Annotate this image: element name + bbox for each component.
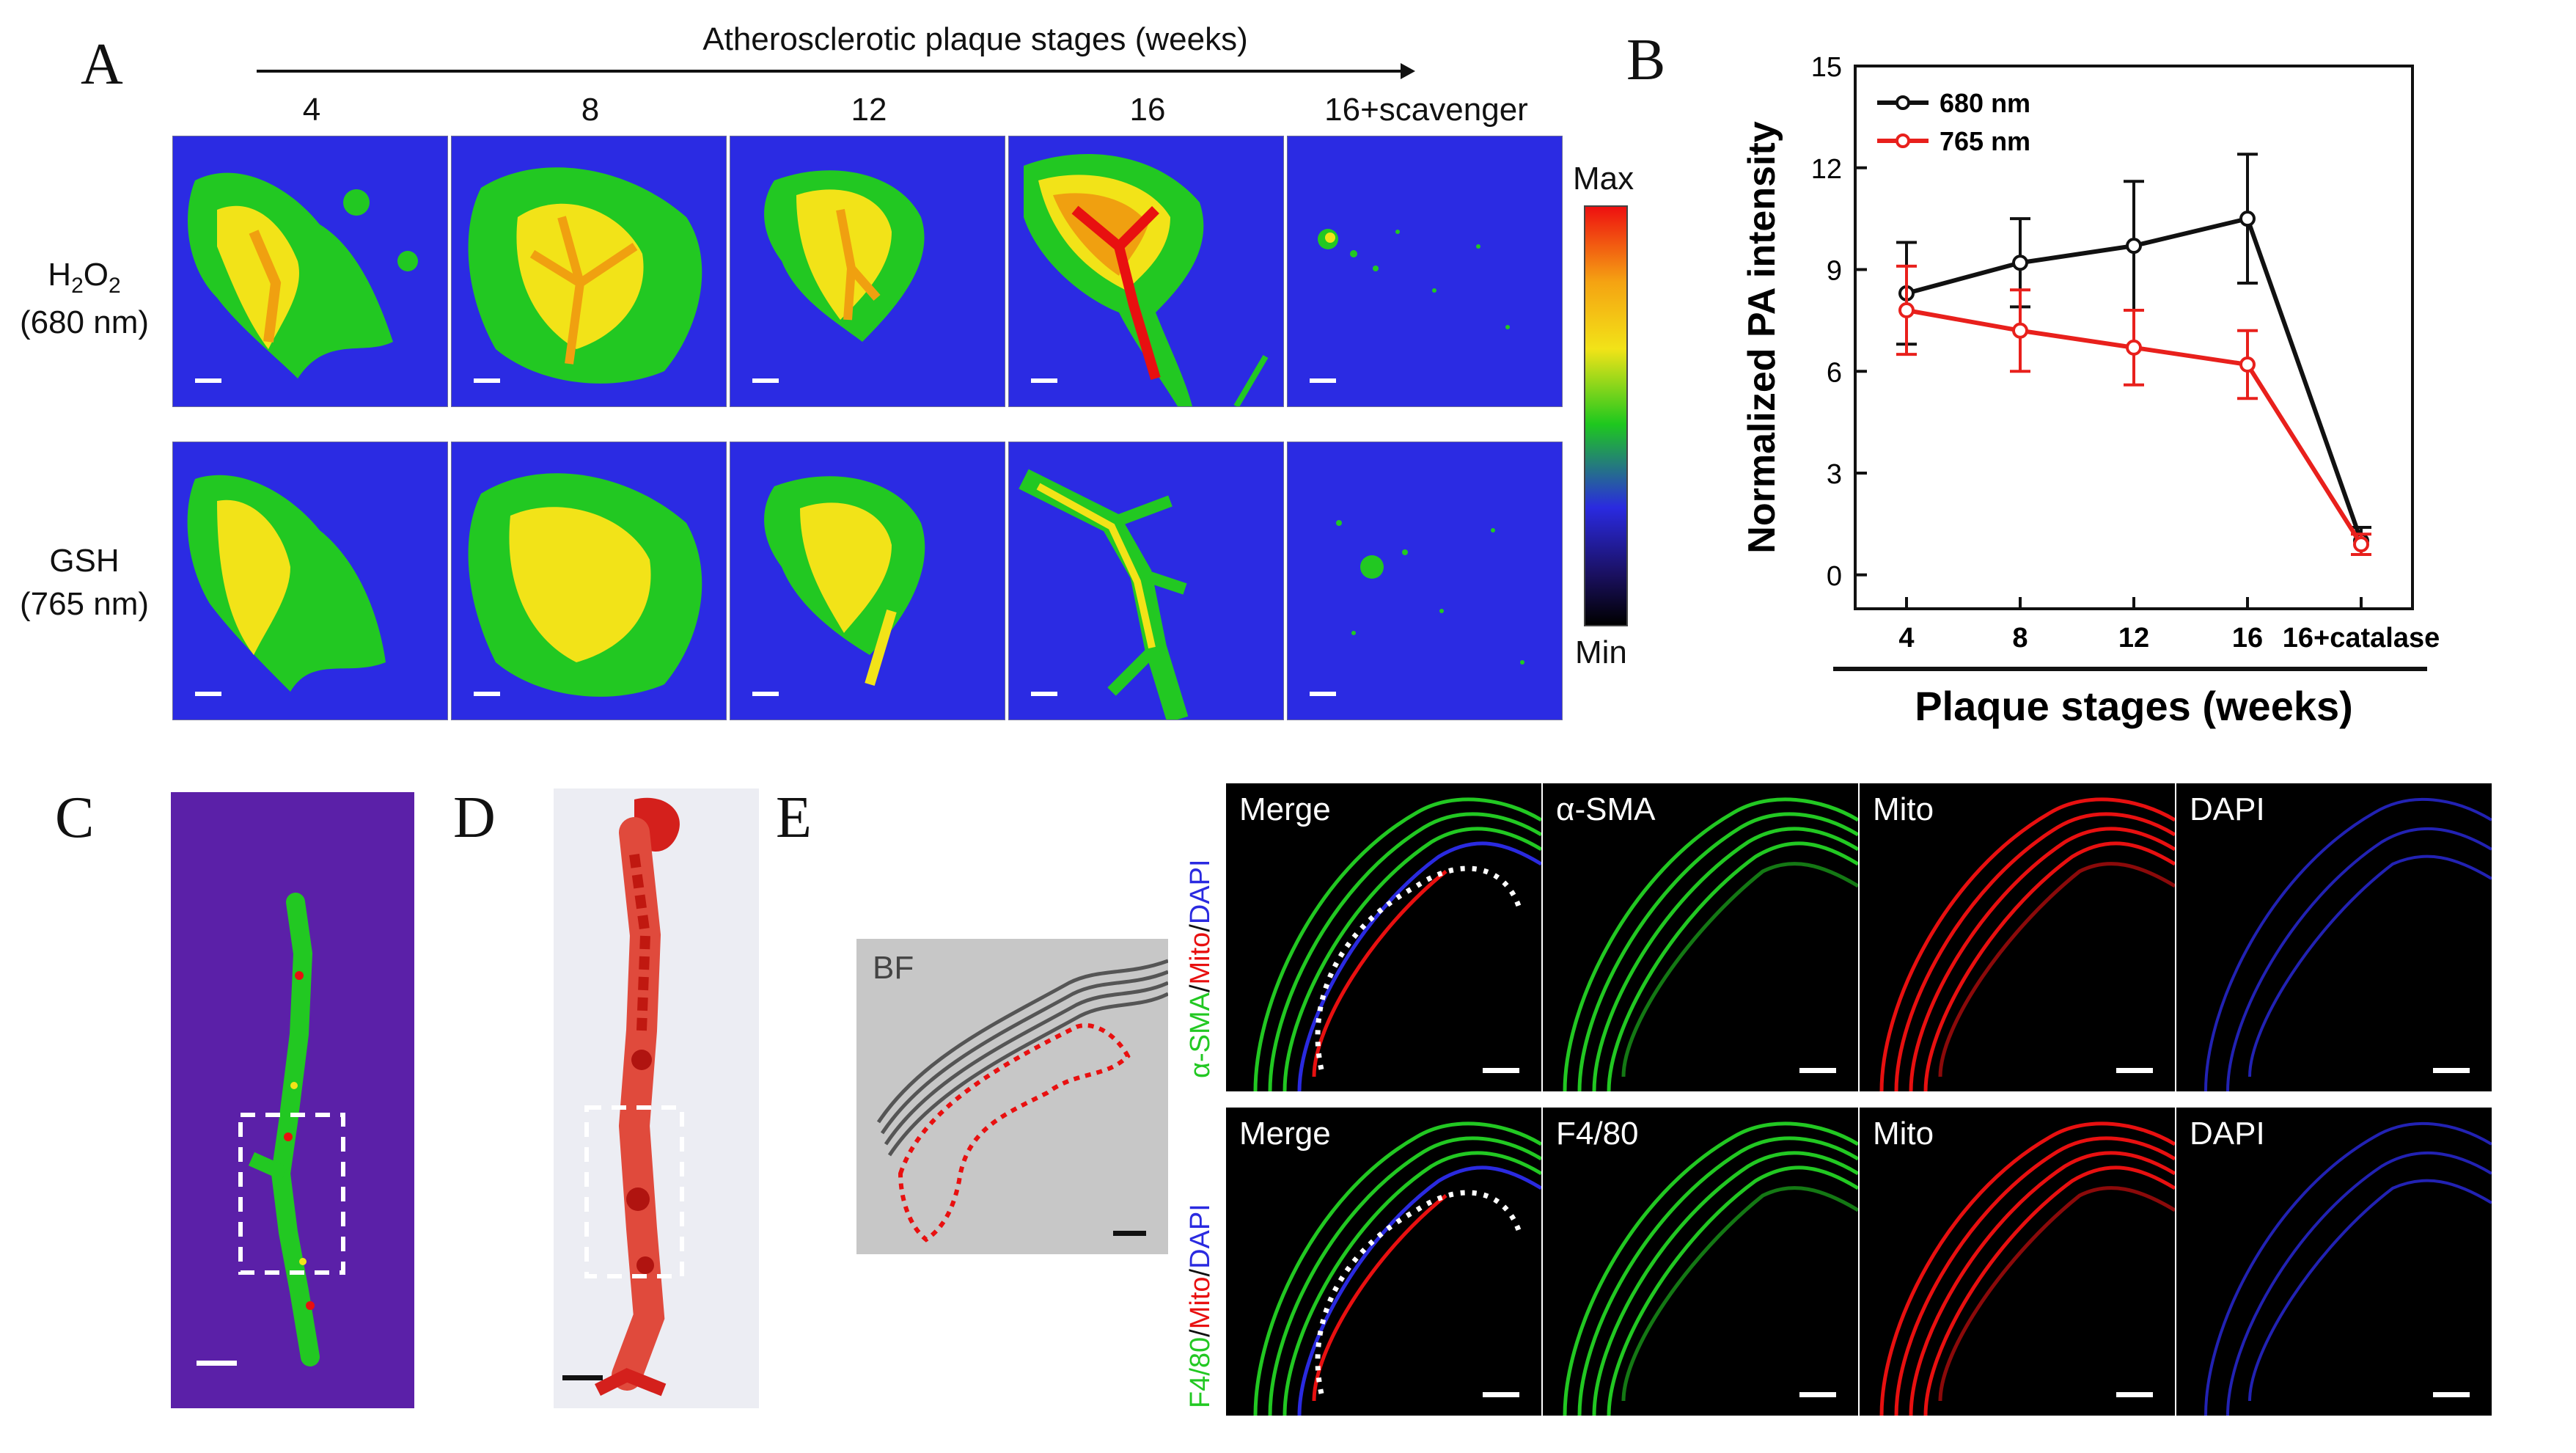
colorbar-min-label: Min [1575, 634, 1627, 670]
photo-aorta-oil-red [554, 788, 759, 1408]
pa-image-gsh-week-12 [730, 442, 1005, 720]
roi-box-d [584, 1105, 684, 1278]
row1-merge-label: Merge [1239, 791, 1331, 827]
legend-label-0: 680 nm [1940, 88, 2030, 118]
colorbar-max-label: Max [1573, 161, 1634, 197]
panel-a-header-arrow-line [257, 70, 1408, 73]
fluor-row1-asma [1543, 783, 1858, 1091]
column-header-16: 16 [1129, 92, 1166, 128]
panel-letter-b: B [1626, 28, 1666, 92]
pa-image-h2o2-week-4 [172, 136, 448, 407]
column-header-4: 4 [302, 92, 321, 128]
row1-mito-label: Mito [1873, 791, 1934, 827]
point-1-4 [2353, 536, 2369, 553]
row2-dapi-label: DAPI [2190, 1116, 2265, 1152]
pa-image-aorta [171, 792, 414, 1408]
row1-side-label: α-SMA/Mito/DAPI [1185, 859, 1216, 1078]
x-tick-label-2: 12 [2118, 623, 2149, 654]
panel-letter-e: E [776, 786, 812, 850]
point-0-3 [2239, 211, 2256, 227]
bf-label: BF [873, 950, 914, 986]
colorbar [1584, 205, 1628, 626]
row2-side-label: F4/80/Mito/DAPI [1185, 1204, 1216, 1408]
pa-image-gsh-week-8 [451, 442, 727, 720]
panel-letter-d: D [453, 786, 496, 850]
fluor-row1-merge [1226, 783, 1541, 1091]
point-0-1 [2012, 255, 2028, 271]
y-tick-label-3: 9 [1827, 256, 1842, 287]
x-tick-label-0: 4 [1898, 623, 1914, 654]
pa-image-h2o2-week-16 [1008, 136, 1284, 407]
panel-letter-a: A [81, 32, 123, 97]
point-1-3 [2239, 356, 2256, 373]
point-1-1 [2012, 322, 2028, 339]
x-axis-title: Plaque stages (weeks) [1915, 683, 2353, 729]
panel-letter-c: C [55, 786, 95, 850]
point-1-2 [2126, 339, 2142, 356]
pa-image-gsh-scavenger [1287, 442, 1563, 720]
fluor-row2-merge [1226, 1108, 1541, 1416]
legend-label-1: 765 nm [1940, 126, 2030, 156]
y-tick-label-2: 6 [1827, 357, 1842, 388]
row-label-gsh: GSH (765 nm) [19, 543, 150, 623]
row-label-h2o2: H2O2 (680 nm) [19, 257, 150, 341]
row1-dapi-label: DAPI [2190, 791, 2265, 827]
point-1-0 [1898, 302, 1915, 318]
pa-intensity-chart: 0 3 6 9 12 15 4 8 12 16 16+catalase Plaque stages (… [1741, 52, 2440, 729]
y-tick-label-5: 15 [1811, 52, 1842, 83]
panel-a-header-arrow-head [1401, 63, 1415, 79]
x-tick-label-1: 8 [2012, 623, 2028, 654]
pa-image-gsh-week-16 [1008, 442, 1284, 720]
row2-mito-label: Mito [1873, 1116, 1934, 1152]
row1-asma-label: α-SMA [1556, 791, 1656, 827]
column-header-8: 8 [581, 92, 600, 128]
row2-merge-label: Merge [1239, 1116, 1331, 1152]
y-tick-label-0: 0 [1827, 561, 1842, 592]
fluor-row2-f480 [1543, 1108, 1858, 1416]
fluor-row1-mito [1860, 783, 2175, 1091]
bright-field-image [856, 939, 1168, 1254]
pa-image-h2o2-scavenger [1287, 136, 1563, 407]
point-0-2 [2126, 238, 2142, 255]
legend-marker-1 [1896, 133, 1910, 148]
pa-image-gsh-week-4 [172, 442, 448, 720]
fluor-row2-dapi [2176, 1108, 2492, 1416]
y-axis-title: Normalized PA intensity [1741, 121, 1783, 554]
pa-image-h2o2-week-12 [730, 136, 1005, 407]
panel-a-header: Atherosclerotic plaque stages (weeks) [702, 21, 1248, 57]
column-header-16-scavenger: 16+scavenger [1324, 92, 1528, 128]
fluor-row1-dapi [2176, 783, 2492, 1091]
column-header-12: 12 [851, 92, 887, 128]
row2-f480-label: F4/80 [1556, 1116, 1639, 1152]
roi-box-c [238, 1113, 345, 1275]
legend-marker-0 [1896, 95, 1910, 110]
y-tick-label-4: 12 [1811, 154, 1842, 185]
x-tick-label-3: 16 [2232, 623, 2263, 654]
y-tick-label-1: 3 [1827, 459, 1842, 490]
fluor-row2-mito [1860, 1108, 2175, 1416]
x-tick-label-4: 16+catalase [2283, 623, 2440, 654]
pa-image-h2o2-week-8 [451, 136, 727, 407]
